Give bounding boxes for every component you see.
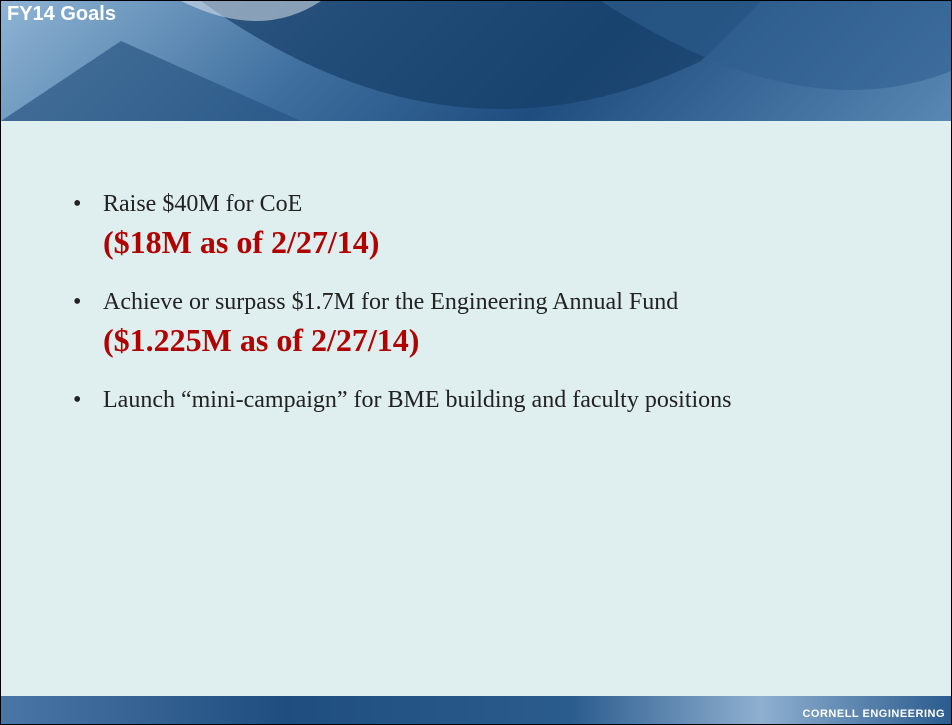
- bullet-note: ($1.225M as of 2/27/14): [103, 322, 420, 358]
- bullet-item: Achieve or surpass $1.7M for the Enginee…: [73, 289, 732, 359]
- banner-art: [1, 1, 951, 121]
- bullet-text: Raise $40M for CoE: [103, 191, 303, 217]
- bullet-text: Launch “mini-campaign” for BME building …: [103, 387, 732, 413]
- banner-shape: [201, 1, 761, 110]
- bullet-item: Raise $40M for CoE ($18M as of 2/27/14): [73, 191, 732, 261]
- banner-shape: [601, 1, 951, 90]
- bullet-text: Achieve or surpass $1.7M for the Enginee…: [103, 289, 679, 315]
- slide-title: FY14 Goals: [7, 3, 116, 25]
- banner-cloud: [181, 1, 321, 21]
- footer-brand: CORNELL ENGINEERING: [802, 708, 945, 720]
- bullet-list: Raise $40M for CoE ($18M as of 2/27/14) Ac…: [73, 191, 732, 442]
- bullet-item: Launch “mini-campaign” for BME building …: [73, 387, 732, 414]
- header-banner: FY14 Goals: [1, 1, 951, 121]
- bullet-note: ($18M as of 2/27/14): [103, 224, 380, 260]
- banner-shape: [1, 41, 301, 121]
- footer-banner: CORNELL ENGINEERING: [1, 696, 951, 724]
